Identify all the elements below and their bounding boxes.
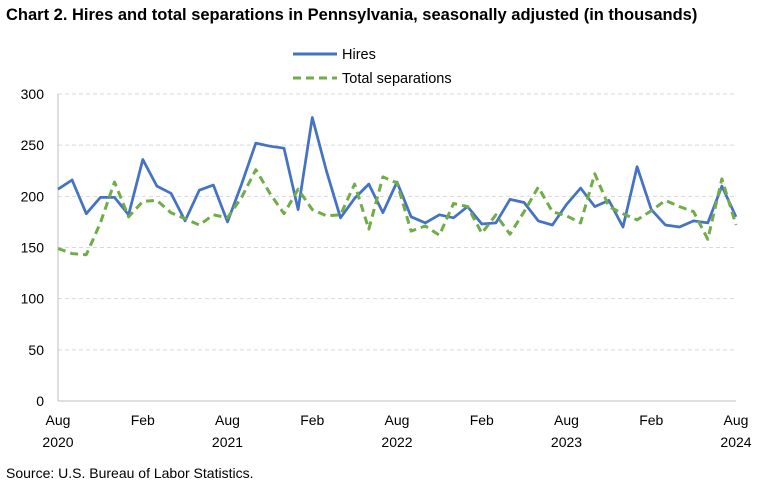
y-tick-label-300: 300 [21,86,45,102]
series-line-total-separations [57,168,738,257]
legend-label-hires: Hires [342,47,376,63]
x-tick-label-month-4: Aug [385,412,410,428]
x-tick-label-year-8: 2024 [720,434,751,450]
y-tick-label-200: 200 [21,188,45,204]
x-tick-label-year-6: 2023 [551,434,582,450]
series-line-hires [57,116,738,229]
y-tick-label-250: 250 [21,137,45,153]
axes: 0 50 100 150 200 250 300 Aug 2020 Feb Aug 2021 Feb Au… [21,86,752,450]
legend-label-total-separations: Total separations [342,71,452,87]
x-tick-label-year-4: 2022 [381,434,412,450]
x-tick-label-month-7: Feb [639,412,663,428]
x-tick-label-year-2: 2021 [212,434,243,450]
x-tick-label-month-3: Feb [300,412,324,428]
x-tick-label-month-6: Aug [554,412,579,428]
series-lines [57,116,738,257]
x-tick-label-month-5: Feb [470,412,494,428]
source-note: Source: U.S. Bureau of Labor Statistics. [6,465,254,481]
x-tick-label-month-1: Feb [131,412,155,428]
x-tick-label-month-2: Aug [215,412,240,428]
y-tick-label-0: 0 [36,393,44,409]
legend: Hires Total separations [293,47,452,87]
gridlines [58,93,736,351]
y-tick-label-100: 100 [21,291,45,307]
x-tick-label-year-0: 2020 [42,434,73,450]
x-tick-label-month-8: Aug [724,412,749,428]
chart-title: Chart 2. Hires and total separations in … [6,6,698,24]
y-tick-label-50: 50 [28,342,44,358]
y-tick-label-150: 150 [21,240,45,256]
x-tick-label-month-0: Aug [46,412,71,428]
